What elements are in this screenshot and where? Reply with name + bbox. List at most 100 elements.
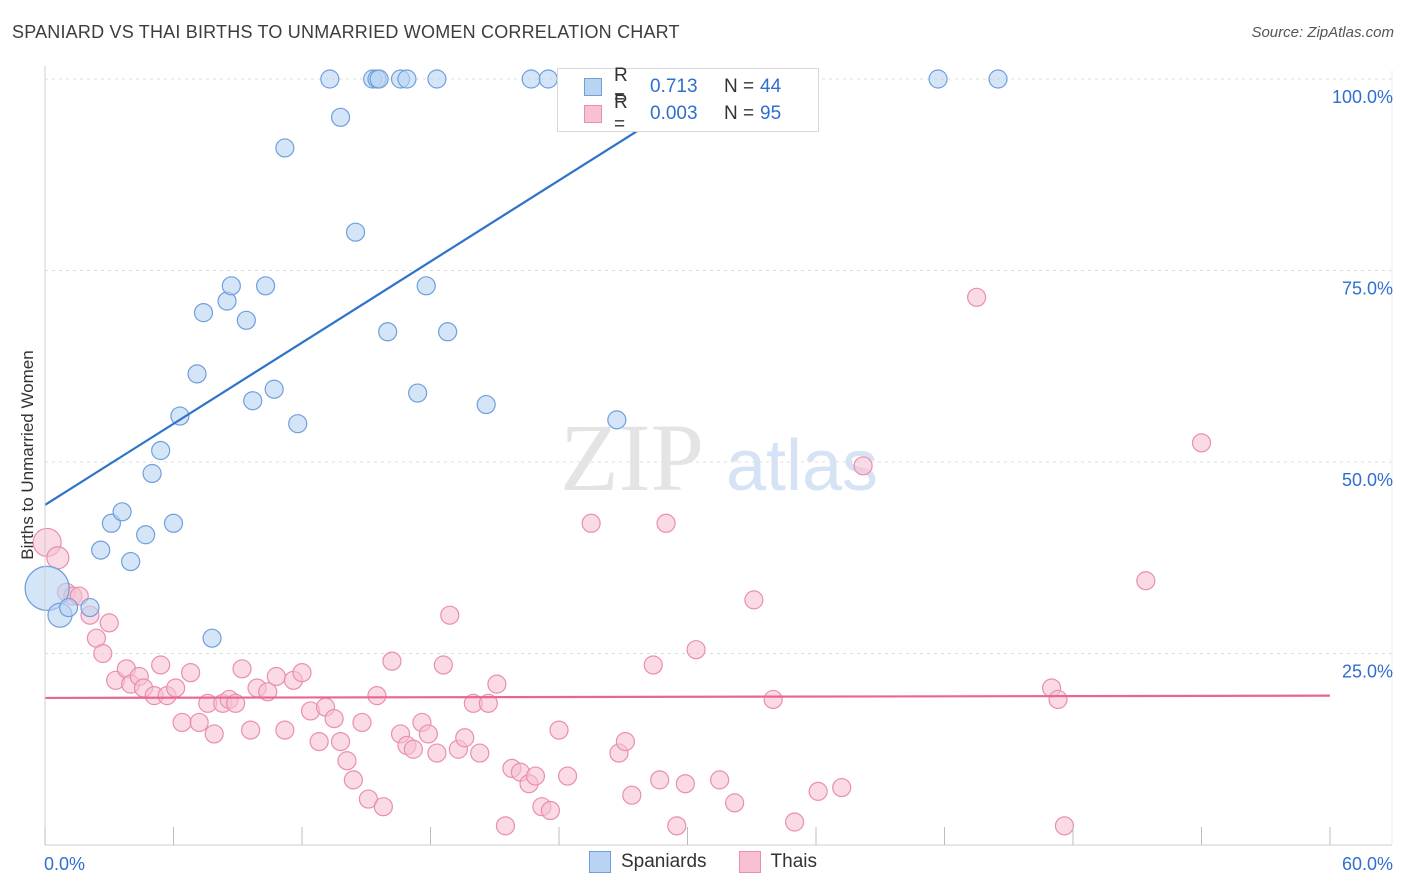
x-tick-label: 60.0% <box>1342 854 1393 874</box>
spaniards-point <box>243 391 263 411</box>
spaniards-point <box>607 410 627 430</box>
legend-label-spaniards: Spaniards <box>620 851 707 872</box>
spaniards-point <box>136 525 156 545</box>
spaniards-point <box>221 276 241 296</box>
thais-point <box>232 659 252 679</box>
thais-point <box>1048 689 1068 710</box>
thais-point <box>725 793 745 813</box>
spaniards-point <box>988 69 1008 89</box>
thais-point <box>487 674 507 694</box>
thais-point <box>808 781 828 801</box>
spaniards-point <box>112 502 132 522</box>
spaniards-point <box>928 69 948 89</box>
thais-point <box>1191 433 1212 453</box>
spaniards-point <box>91 540 111 560</box>
thais-point <box>710 770 730 790</box>
thais-point <box>1054 816 1075 836</box>
spaniards-point <box>288 414 308 434</box>
thais-point <box>337 751 357 771</box>
spaniards-point <box>255 276 276 296</box>
thais-point <box>478 693 498 713</box>
y-tick-label: 25.0% <box>1342 662 1393 682</box>
thais-point <box>581 513 601 533</box>
thais-point <box>226 693 246 713</box>
trend-lines <box>44 78 1331 700</box>
thais-point <box>643 655 663 675</box>
spaniards-point <box>24 565 70 611</box>
watermark: ZIP atlas <box>560 404 878 511</box>
spaniards-point <box>170 406 190 426</box>
spaniards-swatch <box>584 78 602 96</box>
thais-point <box>367 686 387 706</box>
thais-legend-swatch <box>738 851 761 873</box>
thais-point <box>46 546 70 570</box>
thais-point <box>166 678 186 698</box>
thais-point <box>455 728 475 748</box>
thais-point <box>181 663 201 683</box>
y-tick-label: 75.0% <box>1342 279 1393 299</box>
thais-swatch <box>584 105 602 123</box>
thais-point <box>427 743 447 763</box>
spaniards-point <box>187 364 207 384</box>
legend-label-thais: Thais <box>770 851 818 872</box>
thais-point <box>549 720 569 740</box>
thais-point <box>1136 571 1156 591</box>
source-label: Source: ZipAtlas.com <box>1251 24 1394 41</box>
thais-point <box>204 724 224 744</box>
series-legend: Spaniards Thais <box>0 851 1406 873</box>
spaniards-points <box>24 69 1008 648</box>
thais-point <box>470 743 490 763</box>
y-tick-label: 100.0% <box>1332 87 1393 107</box>
spaniards-point <box>142 463 162 484</box>
thais-point <box>832 777 852 798</box>
y-tick-label: 50.0% <box>1342 470 1393 490</box>
thais-point <box>403 739 423 759</box>
thais-point <box>382 651 402 671</box>
thais-point <box>540 800 561 821</box>
thais-point <box>675 774 695 794</box>
thais-point <box>258 682 278 702</box>
spaniards-point <box>202 628 222 648</box>
spaniards-point <box>416 276 436 296</box>
spaniards-point <box>378 322 398 342</box>
thais-point <box>241 720 261 740</box>
spaniards-point <box>521 69 541 89</box>
thais-point <box>151 655 171 675</box>
correlation-legend: R = 0.713 N = 44 R = 0.003 N = 95 <box>557 65 819 135</box>
thais-point <box>967 287 987 307</box>
spaniards-point <box>275 138 295 158</box>
thais-point <box>622 785 642 805</box>
thais-point <box>763 689 783 710</box>
r-label: R = <box>614 65 628 108</box>
thais-point <box>324 709 344 729</box>
spaniards-r-value: 0.713 <box>650 76 698 97</box>
thais-point <box>418 724 438 744</box>
spaniards-point <box>345 222 366 242</box>
thais-point <box>686 640 706 660</box>
thais-point <box>853 456 873 476</box>
chart-title: SPANIARD VS THAI BIRTHS TO UNMARRIED WOM… <box>12 22 680 42</box>
thais-point <box>433 655 453 675</box>
spaniards-point <box>397 69 417 89</box>
thais-point <box>525 766 546 786</box>
legend-row-thais: R = 0.003 N = 95 <box>584 92 782 135</box>
thais-point <box>189 712 209 733</box>
thais-point <box>656 513 676 533</box>
thais-point <box>93 643 113 664</box>
spaniards-point <box>264 379 284 399</box>
thais-n-value: 95 <box>760 103 782 124</box>
thais-point <box>172 712 192 733</box>
x-tick-label: 0.0% <box>44 854 85 874</box>
y-axis-title: Births to Unmarried Women <box>18 350 37 560</box>
legend-item-spaniards[interactable]: Spaniards <box>588 851 707 873</box>
legend-row-spaniards: R = 0.713 N = 44 <box>584 65 782 108</box>
r-label: R = <box>614 92 628 135</box>
thais-point <box>667 816 687 836</box>
spaniards-point <box>58 597 79 618</box>
thais-point <box>99 613 119 633</box>
spaniards-point <box>193 303 214 323</box>
grid-layer <box>45 70 1393 845</box>
spaniards-n-value: 44 <box>760 76 782 97</box>
legend-item-thais[interactable]: Thais <box>738 851 818 873</box>
